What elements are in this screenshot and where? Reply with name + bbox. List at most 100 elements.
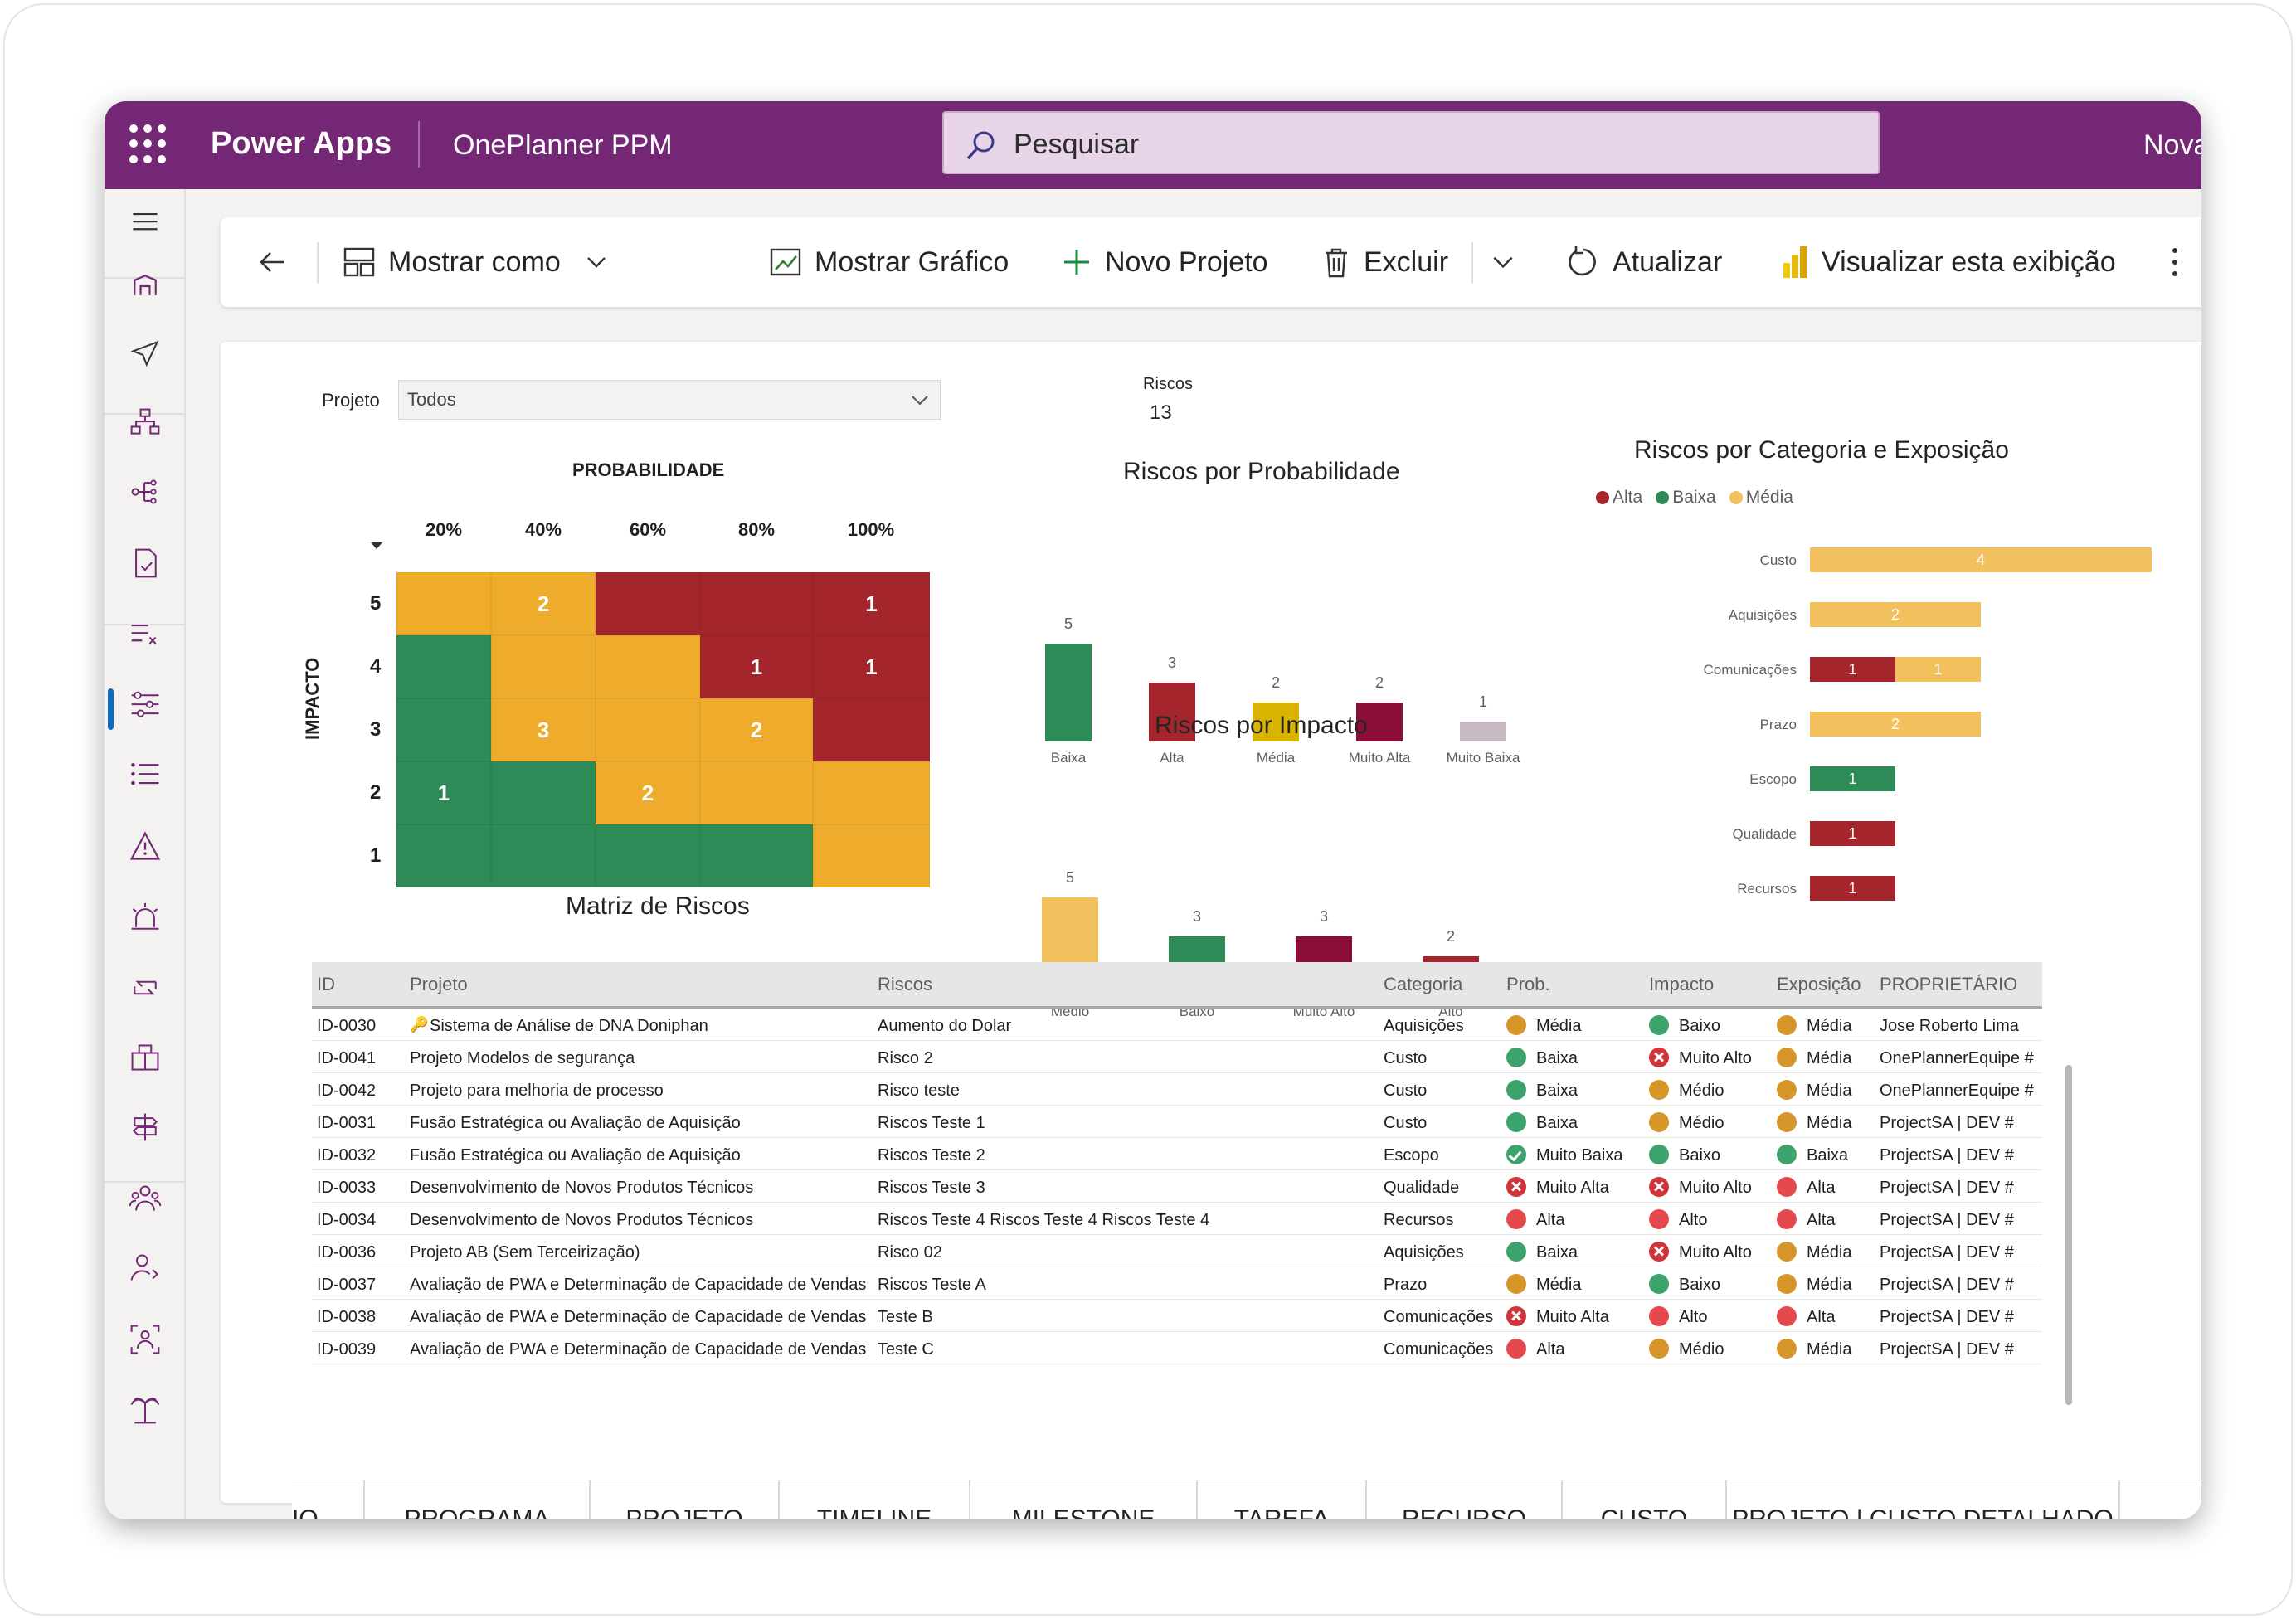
matrix-cell[interactable] [491, 824, 596, 887]
matrix-cell[interactable] [813, 824, 930, 887]
team-icon[interactable] [126, 1179, 164, 1218]
search-input[interactable]: Pesquisar [942, 111, 1880, 174]
dashboard-icon[interactable] [126, 267, 164, 305]
matrix-cell[interactable] [596, 824, 700, 887]
table-row[interactable]: ID-0037 Avaliação de PWA e Determinação d… [312, 1267, 2042, 1300]
tab-milestone[interactable]: MILESTONE [970, 1480, 1198, 1519]
matrix-cell[interactable]: 1 [813, 635, 930, 698]
tab-custo[interactable]: CUSTO [1563, 1480, 1727, 1519]
package-icon[interactable] [126, 1038, 164, 1077]
back-button[interactable] [255, 217, 300, 307]
chart-bar-segment[interactable]: 4 [1810, 547, 2152, 572]
tab-tarefa[interactable]: TAREFA [1198, 1480, 1367, 1519]
matrix-cell[interactable]: 1 [700, 635, 813, 698]
matrix-cell[interactable] [396, 698, 491, 761]
chart-bar-segment[interactable]: 1 [1895, 657, 1981, 682]
chart-bar[interactable] [1460, 722, 1506, 741]
table-row[interactable]: ID-0031 Fusão Estratégica ou Avaliação de… [312, 1106, 2042, 1138]
matrix-cell[interactable] [396, 572, 491, 635]
top-right-text[interactable]: Nova [2143, 129, 2201, 161]
table-row[interactable]: ID-0038 Avaliação de PWA e Determinação d… [312, 1300, 2042, 1332]
table-header-cell[interactable]: ID [317, 974, 335, 994]
matrix-cell[interactable] [700, 761, 813, 824]
more-actions-chevron[interactable] [1490, 217, 1528, 307]
tab-projeto-custo-detalhado[interactable]: PROJETO | CUSTO DETALHADO [1727, 1480, 2120, 1519]
table-header-cell[interactable]: PROPRIETÁRIO [1880, 974, 2018, 994]
matrix-cell[interactable]: 2 [491, 572, 596, 635]
table-scrollbar[interactable] [2065, 1065, 2072, 1405]
legend-item[interactable]: Média [1729, 488, 1793, 508]
matrix-cell[interactable]: 2 [700, 698, 813, 761]
matrix-cell[interactable]: 3 [491, 698, 596, 761]
chart-bar-segment[interactable]: 1 [1810, 876, 1895, 901]
matrix-cell[interactable]: 1 [813, 572, 930, 635]
user-focus-icon[interactable] [126, 1320, 164, 1359]
chart-bar-segment[interactable]: 2 [1810, 602, 1981, 627]
hamburger-icon[interactable] [126, 204, 164, 242]
tab-timeline[interactable]: TIMELINE [780, 1480, 970, 1519]
table-row[interactable]: ID-0036 Projeto AB (Sem Terceirização) Ris… [312, 1235, 2042, 1267]
tab-io[interactable]: IO [292, 1480, 365, 1519]
app-name[interactable]: OnePlanner PPM [453, 129, 673, 161]
matrix-cell[interactable] [813, 698, 930, 761]
table-row[interactable]: ID-0042 Projeto para melhoria de processo… [312, 1073, 2042, 1106]
visualize-view-button[interactable]: Visualizar esta exibição [1780, 217, 2116, 307]
warning-icon[interactable] [126, 828, 164, 866]
legend-item[interactable]: Baixa [1656, 488, 1716, 508]
show-chart-button[interactable]: Mostrar Gráfico [768, 217, 1009, 307]
chart-bar[interactable] [1045, 644, 1092, 741]
new-project-button[interactable]: Novo Projeto [1060, 217, 1268, 307]
matrix-cell[interactable] [491, 635, 596, 698]
list-icon[interactable] [126, 756, 164, 795]
tab-projeto[interactable]: PROJETO [591, 1480, 780, 1519]
chart-bar[interactable] [1149, 683, 1195, 741]
matrix-cell[interactable] [396, 635, 491, 698]
show-as-button[interactable]: Mostrar como [342, 217, 620, 307]
chart-bar-segment[interactable]: 1 [1810, 821, 1895, 846]
delete-button[interactable]: Excluir [1321, 217, 1448, 307]
chart-bar-segment[interactable]: 1 [1810, 766, 1895, 791]
matrix-cell[interactable] [596, 572, 700, 635]
overflow-menu-button[interactable] [2170, 217, 2191, 307]
table-header-cell[interactable]: Exposição [1777, 974, 1861, 994]
table-row[interactable]: ID-0041 Projeto Modelos de segurança Risco… [312, 1041, 2042, 1073]
project-filter-dropdown[interactable]: Todos [398, 380, 941, 420]
alarm-icon[interactable] [126, 899, 164, 937]
matrix-cell[interactable] [813, 761, 930, 824]
chart-bar-segment[interactable]: 2 [1810, 712, 1981, 737]
matrix-cell[interactable] [396, 824, 491, 887]
signpost-icon[interactable] [126, 1108, 164, 1146]
matrix-cell[interactable] [491, 761, 596, 824]
checklist-icon[interactable] [126, 615, 164, 654]
matrix-cell[interactable] [700, 572, 813, 635]
document-check-icon[interactable] [126, 544, 164, 582]
hierarchy-icon[interactable] [126, 473, 164, 511]
settings-list-icon[interactable] [126, 687, 164, 725]
org-chart-icon[interactable] [126, 403, 164, 441]
exchange-icon[interactable] [126, 969, 164, 1007]
tab-recurso[interactable]: RECURSO [1367, 1480, 1563, 1519]
table-row[interactable]: ID-0033 Desenvolvimento de Novos Produtos… [312, 1170, 2042, 1203]
chart-bar-segment[interactable]: 1 [1810, 657, 1895, 682]
table-row[interactable]: ID-0030 🔑 Sistema de Análise de DNA Doniph… [312, 1009, 2042, 1041]
matrix-cell[interactable] [700, 824, 813, 887]
send-icon[interactable] [126, 335, 164, 373]
chart-bar[interactable] [1356, 702, 1403, 741]
matrix-cell[interactable]: 1 [396, 761, 491, 824]
vacation-icon[interactable] [126, 1390, 164, 1428]
app-launcher-icon[interactable] [129, 124, 169, 164]
table-row[interactable]: ID-0034 Desenvolvimento de Novos Produtos… [312, 1203, 2042, 1235]
table-row[interactable]: ID-0032 Fusão Estratégica ou Avaliação de… [312, 1138, 2042, 1170]
table-header-cell[interactable]: Categoria [1384, 974, 1463, 994]
table-header-cell[interactable]: Projeto [410, 974, 468, 994]
user-arrow-icon[interactable] [126, 1249, 164, 1287]
chart-bar[interactable] [1253, 702, 1299, 741]
table-row[interactable]: ID-0039 Avaliação de PWA e Determinação d… [312, 1332, 2042, 1364]
tab-programa[interactable]: PROGRAMA [365, 1480, 591, 1519]
app-title[interactable]: Power Apps [211, 126, 392, 161]
matrix-cell[interactable] [596, 635, 700, 698]
table-header-cell[interactable]: Prob. [1506, 974, 1550, 994]
table-header-cell[interactable]: Impacto [1649, 974, 1715, 994]
matrix-cell[interactable]: 2 [596, 761, 700, 824]
refresh-button[interactable]: Atualizar [1566, 217, 1722, 307]
